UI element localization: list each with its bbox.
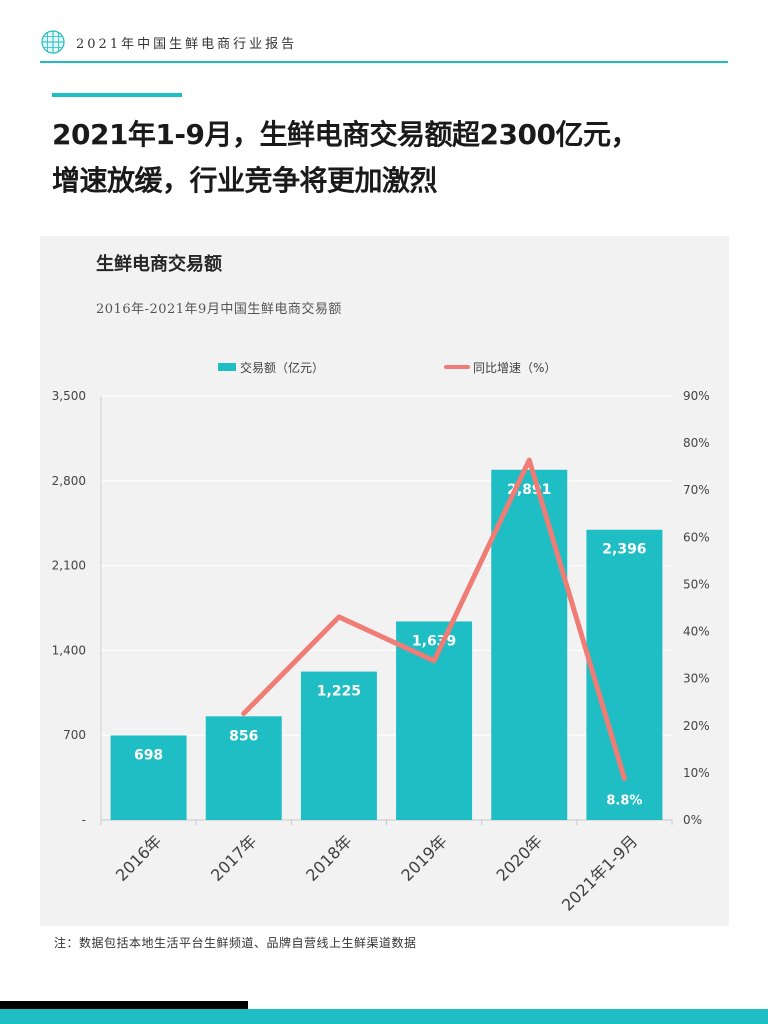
bar bbox=[396, 621, 473, 820]
y-right-tick-label: 30% bbox=[683, 672, 710, 686]
bar-value-label: 1,225 bbox=[317, 684, 361, 700]
line-value-label: 8.8% bbox=[606, 794, 642, 809]
x-category-label: 2021年1-9月 bbox=[558, 831, 641, 914]
header-divider bbox=[40, 61, 728, 63]
y-right-tick-label: 50% bbox=[683, 577, 710, 591]
bar-value-label: 1,639 bbox=[412, 633, 456, 649]
y-right-tick-label: 40% bbox=[683, 625, 710, 639]
headline-line-2: 增速放缓，行业竞争将更加激烈 bbox=[52, 164, 438, 197]
headline-accent-bar bbox=[52, 93, 182, 97]
footer-bar-black bbox=[0, 1001, 248, 1009]
x-category-label: 2016年 bbox=[112, 831, 166, 885]
y-right-tick-label: 80% bbox=[683, 436, 710, 450]
y-right-tick-label: 90% bbox=[683, 389, 710, 403]
report-title: 2021年中国生鲜电商行业报告 bbox=[76, 37, 298, 52]
y-left-tick-label: 2,100 bbox=[52, 559, 86, 573]
chart-subtitle: 2016年-2021年9月中国生鲜电商交易额 bbox=[96, 302, 342, 317]
y-left-tick-label: 2,800 bbox=[52, 474, 86, 488]
x-category-label: 2019年 bbox=[397, 831, 451, 885]
chart-title: 生鲜电商交易额 bbox=[96, 254, 222, 275]
y-left-tick-label: - bbox=[82, 813, 86, 827]
y-right-tick-label: 20% bbox=[683, 719, 710, 733]
x-category-label: 2018年 bbox=[302, 831, 356, 885]
y-left-tick-label: 1,400 bbox=[52, 643, 86, 657]
y-right-tick-label: 70% bbox=[683, 483, 710, 497]
footer-bar-teal bbox=[0, 1009, 768, 1024]
y-right-tick-label: 10% bbox=[683, 766, 710, 780]
bar-value-label: 2,396 bbox=[602, 542, 646, 558]
footnote: 注：数据包括本地生活平台生鲜频道、品牌自营线上生鲜渠道数据 bbox=[54, 936, 417, 950]
globe-grid-icon bbox=[41, 30, 65, 54]
y-left-tick-label: 700 bbox=[63, 728, 86, 742]
y-right-tick-label: 0% bbox=[683, 813, 702, 827]
bar bbox=[110, 735, 187, 820]
bar bbox=[491, 469, 568, 820]
y-right-tick-label: 60% bbox=[683, 530, 710, 544]
legend-label-bar: 交易额（亿元） bbox=[240, 360, 324, 375]
legend-swatch-bar bbox=[218, 363, 236, 371]
bar bbox=[205, 716, 282, 820]
headline-line-1: 2021年1-9月，生鲜电商交易额超2300亿元， bbox=[52, 118, 638, 151]
page-headline: 2021年1-9月，生鲜电商交易额超2300亿元， 增速放缓，行业竞争将更加激烈 bbox=[52, 112, 742, 204]
bar-value-label: 698 bbox=[134, 747, 163, 763]
y-left-tick-label: 3,500 bbox=[52, 389, 86, 403]
growth-line bbox=[241, 457, 627, 782]
legend-label-line: 同比增速（%） bbox=[473, 361, 556, 375]
bar-value-label: 856 bbox=[229, 728, 258, 744]
x-category-label: 2017年 bbox=[207, 831, 261, 885]
x-category-label: 2020年 bbox=[493, 831, 547, 885]
bar bbox=[300, 671, 377, 820]
